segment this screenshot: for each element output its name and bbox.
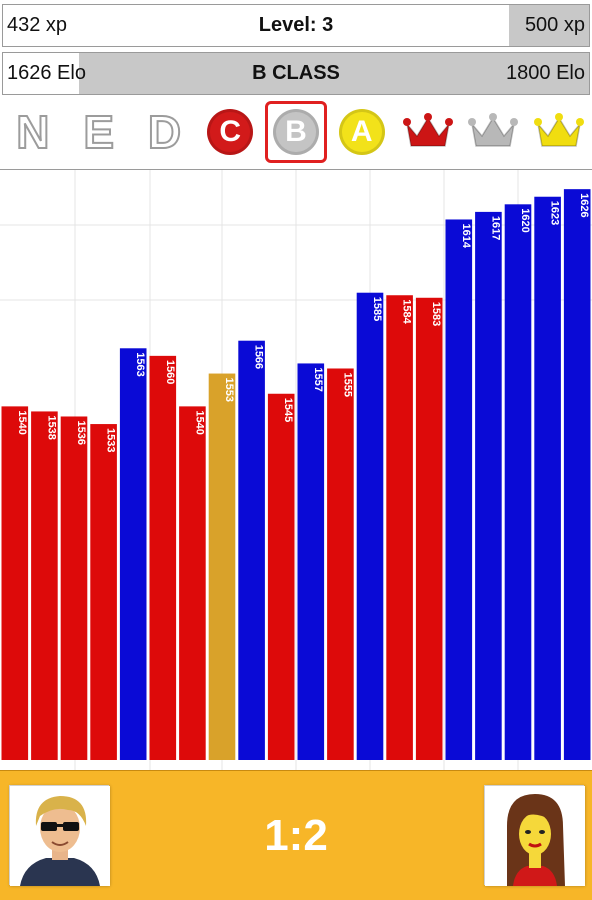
match-score: 1:2 [264,811,328,860]
player-avatar-image [10,786,110,886]
rating-bar-label: 1545 [282,398,294,422]
xp-progress-bar: 432 xp Level: 3 500 xp [2,4,590,47]
class-b-coin-icon[interactable]: B [265,101,327,163]
class-e-icon[interactable]: E [68,101,130,163]
rating-bar-label: 1536 [75,420,87,444]
elo-progress-bar: 1626 Elo B CLASS 1800 Elo [2,52,590,95]
rating-bar [356,292,384,760]
xp-target-label: 500 xp [524,14,585,36]
silver-crown-shape [468,113,519,147]
rating-bar [208,373,236,760]
rating-bar-label: 1557 [312,367,324,391]
red-crown-icon[interactable] [397,101,459,163]
rating-history-chart: 1540 1538 1536 1533 1563 1560 1540 1553 1566 1545… [0,169,592,770]
rating-bar-label: 1566 [253,345,265,369]
rating-bar [90,424,117,760]
rating-bar-label: 1553 [223,378,235,402]
class-a-coin-label: A [338,109,385,155]
rating-bar [238,340,265,760]
player-avatar[interactable] [9,785,110,886]
rating-bar [504,204,532,760]
opponent-avatar-image [485,786,585,886]
class-n-letter: N [15,105,50,159]
elo-current-label: 1626 Elo [7,62,86,84]
rating-bar-label: 1533 [105,428,117,452]
class-b-coin-label: B [273,109,319,155]
rating-bar-label: 1620 [519,208,531,232]
class-a-coin-icon[interactable]: A [331,101,393,163]
level-label: Level: 3 [258,14,334,36]
rating-bar [1,406,29,760]
rating-bar-label: 1538 [45,415,57,439]
rating-bar [60,416,88,760]
elo-progress-track [79,53,589,94]
rating-bar-label: 1626 [578,193,590,217]
rating-bar-label: 1540 [193,410,205,434]
rating-bar [119,348,147,760]
rating-bar [31,411,58,760]
rating-bar-label: 1614 [460,223,472,248]
rating-bar [475,211,502,760]
rating-bar-label: 1617 [489,216,501,240]
match-bar: 1:2 [0,770,592,900]
rating-history-svg: 1540 1538 1536 1533 1563 1560 1540 1553 1566 1545… [0,170,592,770]
xp-progress-fill [3,5,510,46]
rating-bar [297,363,325,760]
rating-bar [534,196,561,760]
rating-bar-label: 1584 [401,299,413,324]
class-c-coin-label: C [207,109,254,155]
opponent-avatar[interactable] [484,785,585,886]
rating-bar-label: 1540 [16,410,28,434]
rating-bar-label: 1560 [164,360,176,384]
rating-bar-label: 1555 [341,372,353,396]
rating-bar [563,189,591,761]
rating-bar [415,297,443,760]
rating-bar [267,393,295,760]
class-label: B CLASS [252,62,340,84]
rating-bar [149,355,177,760]
rating-bar-label: 1563 [134,352,146,376]
xp-progress-track [509,5,589,46]
silver-crown-icon[interactable] [462,101,524,163]
rating-bar [386,295,413,760]
gold-crown-icon[interactable] [528,101,590,163]
rating-bar [179,406,206,760]
elo-target-label: 1800 Elo [506,62,585,84]
rating-bar [327,368,354,760]
rating-bar [445,219,473,760]
elo-progress-fill [3,53,80,94]
class-d-icon[interactable]: D [133,101,195,163]
class-c-coin-icon[interactable]: C [199,101,261,163]
class-n-icon[interactable]: N [2,101,64,163]
gold-crown-shape [534,113,585,147]
red-crown-shape [402,113,453,147]
xp-current-label: 432 xp [7,14,68,36]
rating-bar-label: 1585 [371,297,383,321]
class-d-letter: D [147,105,182,159]
rating-bar-label: 1623 [549,201,561,225]
rating-bar-label: 1583 [430,302,442,326]
class-e-letter: E [82,105,115,159]
